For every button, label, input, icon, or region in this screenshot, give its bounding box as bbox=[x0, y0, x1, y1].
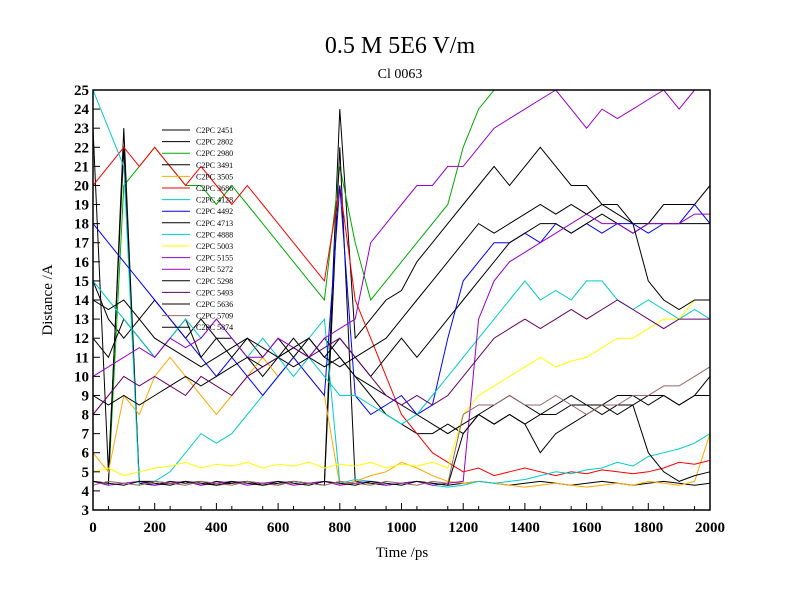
y-tick-label-0: 3 bbox=[82, 503, 90, 519]
x-tick-label-3: 600 bbox=[267, 520, 290, 536]
y-tick-label-12: 15 bbox=[74, 274, 89, 290]
series-line-8 bbox=[92, 213, 710, 378]
y-tick-label-2: 5 bbox=[82, 465, 90, 481]
legend-label-5: C2PC 3686 bbox=[196, 184, 233, 193]
y-tick-label-4: 7 bbox=[82, 427, 90, 443]
legend-label-7: C2PC 4492 bbox=[196, 207, 233, 216]
x-tick-label-0: 0 bbox=[89, 520, 97, 536]
series-line-5 bbox=[92, 146, 711, 477]
plot-lines bbox=[92, 89, 711, 488]
series-line-17 bbox=[92, 203, 710, 368]
y-tick-label-22: 25 bbox=[74, 83, 89, 99]
y-axis-label: Distance /A bbox=[40, 264, 56, 335]
y-tick-label-19: 22 bbox=[74, 140, 89, 156]
legend-label-10: C2PC 5003 bbox=[196, 242, 233, 251]
y-tick-label-6: 9 bbox=[82, 388, 90, 404]
series-line-14 bbox=[92, 299, 710, 415]
legend-label-1: C2PC 2802 bbox=[196, 138, 233, 147]
x-tick-label-5: 1000 bbox=[387, 520, 417, 536]
x-tick-label-7: 1400 bbox=[510, 520, 540, 536]
y-tick-label-15: 18 bbox=[74, 217, 89, 233]
series-line-10 bbox=[92, 299, 710, 477]
y-axis-ticks: 3 4 5 6 7 8 9 10 11 12 13 14 15 16 17 18 19 20 21 22 23 24 25 bbox=[74, 83, 100, 519]
legend-label-15: C2PC 5636 bbox=[196, 300, 233, 309]
y-tick-label-8: 11 bbox=[75, 350, 89, 366]
series-line-4 bbox=[92, 356, 711, 488]
series-line-12 bbox=[92, 213, 710, 486]
legend-label-8: C2PC 4713 bbox=[196, 219, 233, 228]
legend-label-6: C2PC 4128 bbox=[196, 196, 233, 205]
chart-subtitle: Cl 0063 bbox=[378, 67, 423, 82]
legend-label-3: C2PC 3491 bbox=[196, 161, 233, 170]
y-tick-label-1: 4 bbox=[82, 484, 90, 500]
y-tick-label-11: 14 bbox=[74, 293, 90, 309]
legend-label-12: C2PC 5272 bbox=[196, 265, 233, 274]
legend-label-4: C2PC 3505 bbox=[196, 172, 233, 181]
series-line-11 bbox=[92, 89, 710, 377]
y-tick-label-5: 8 bbox=[82, 408, 90, 424]
series-line-15 bbox=[92, 404, 711, 486]
y-tick-label-16: 19 bbox=[74, 198, 89, 214]
x-axis-ticks: 0 200 400 600 800 1000 1200 1400 1600 1800 2000 bbox=[89, 503, 725, 536]
x-tick-label-4: 800 bbox=[329, 520, 352, 536]
y-tick-label-20: 23 bbox=[74, 121, 89, 137]
y-tick-label-3: 6 bbox=[82, 446, 90, 462]
chart-title: 0.5 M 5E6 V/m bbox=[325, 33, 476, 59]
legend-label-0: C2PC 2451 bbox=[196, 126, 233, 135]
legend-label-13: C2PC 5298 bbox=[196, 277, 233, 286]
y-tick-label-10: 13 bbox=[74, 312, 89, 328]
y-tick-label-13: 16 bbox=[74, 255, 90, 271]
legend-label-17: C2PC 5874 bbox=[196, 323, 233, 332]
y-tick-label-7: 10 bbox=[74, 369, 89, 385]
legend-label-9: C2PC 4888 bbox=[196, 230, 233, 239]
x-tick-label-9: 1800 bbox=[633, 520, 663, 536]
series-line-9 bbox=[92, 280, 711, 425]
series-line-7 bbox=[92, 185, 711, 416]
series-line-2 bbox=[92, 89, 710, 486]
x-tick-label-1: 200 bbox=[143, 520, 166, 536]
legend-label-2: C2PC 2980 bbox=[196, 149, 233, 158]
series-line-6 bbox=[92, 89, 711, 488]
y-tick-label-14: 17 bbox=[74, 236, 90, 252]
x-axis-label: Time /ps bbox=[376, 545, 429, 561]
legend-label-14: C2PC 5493 bbox=[196, 288, 233, 297]
y-tick-label-21: 24 bbox=[74, 102, 90, 118]
series-line-16 bbox=[92, 366, 711, 486]
x-tick-label-10: 2000 bbox=[695, 520, 725, 536]
y-tick-label-17: 20 bbox=[74, 178, 89, 194]
x-tick-label-2: 400 bbox=[205, 520, 228, 536]
x-tick-label-6: 1200 bbox=[448, 520, 478, 536]
x-tick-label-8: 1600 bbox=[572, 520, 602, 536]
legend-label-11: C2PC 5155 bbox=[196, 254, 233, 263]
series-line-3 bbox=[92, 128, 711, 486]
legend-label-16: C2PC 5709 bbox=[196, 312, 233, 321]
y-tick-label-9: 12 bbox=[74, 331, 89, 347]
legend: C2PC 2451 C2PC 2802 C2PC 2980 C2PC 3491 C2PC… bbox=[162, 126, 233, 332]
series-line-0 bbox=[92, 109, 711, 486]
y-tick-label-18: 21 bbox=[74, 159, 89, 175]
